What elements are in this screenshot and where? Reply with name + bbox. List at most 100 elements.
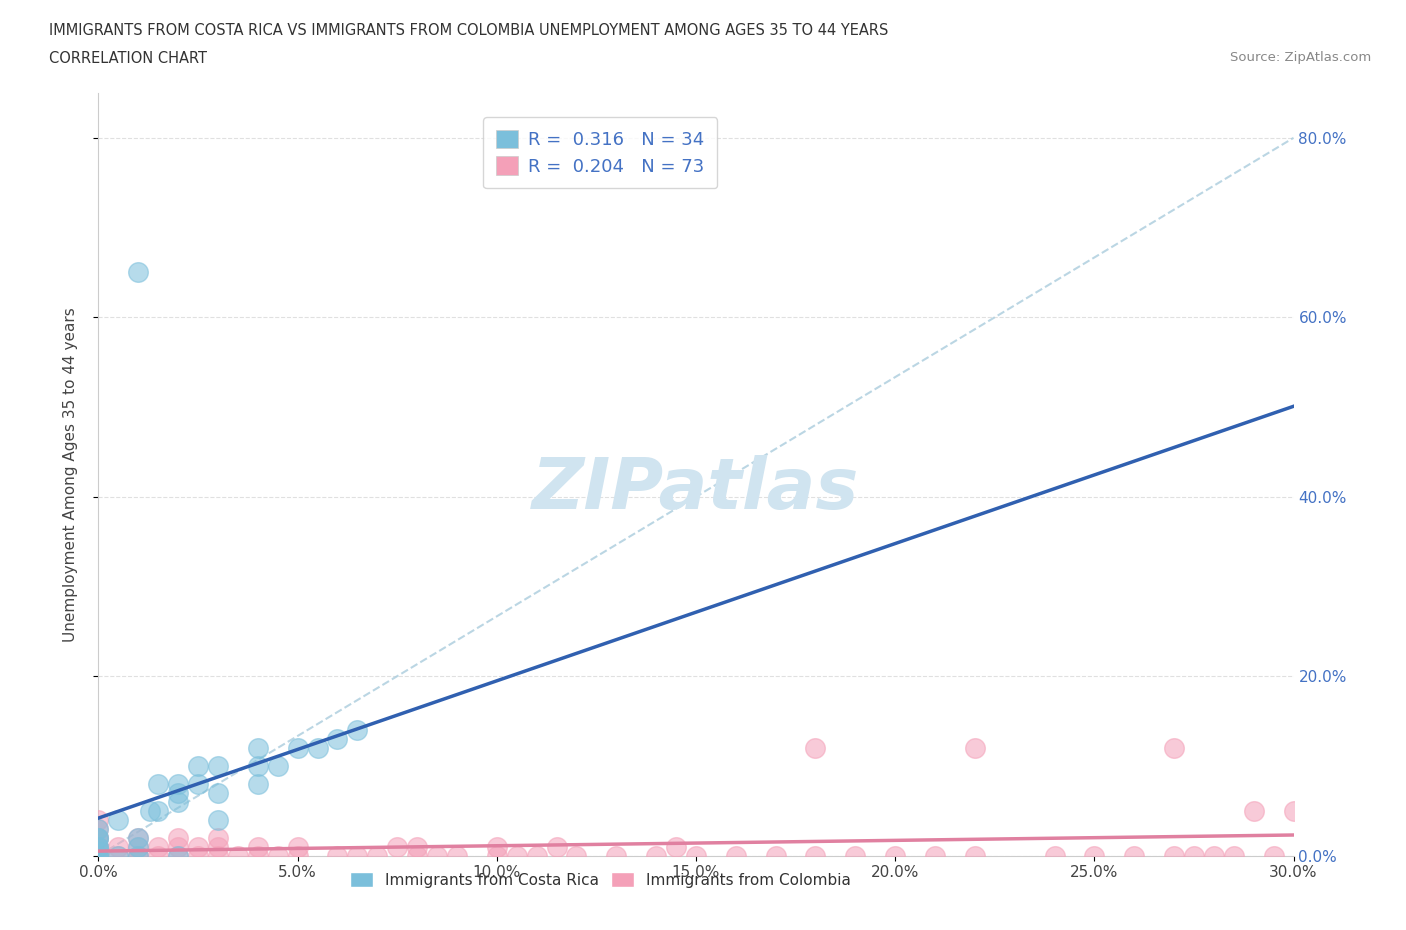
Point [139, 804, 162, 818]
Point [87, 830, 110, 845]
Point [406, 839, 429, 854]
Point [1202, 848, 1225, 863]
Point [107, 812, 129, 827]
Point [485, 848, 508, 863]
Point [346, 848, 368, 863]
Point [87, 839, 110, 854]
Point [87, 848, 110, 863]
Point [87, 830, 110, 845]
Point [1182, 848, 1205, 863]
Point [924, 848, 946, 863]
Point [87, 848, 110, 863]
Point [326, 732, 349, 747]
Point [87, 839, 110, 854]
Point [87, 848, 110, 863]
Point [148, 777, 170, 791]
Point [665, 839, 688, 854]
Point [287, 848, 309, 863]
Point [87, 848, 110, 863]
Point [87, 844, 110, 858]
Point [506, 848, 529, 863]
Point [366, 848, 388, 863]
Point [526, 848, 548, 863]
Point [426, 848, 449, 863]
Point [148, 804, 170, 818]
Point [167, 830, 190, 845]
Point [1223, 848, 1246, 863]
Point [87, 839, 110, 854]
Point [127, 848, 149, 863]
Point [167, 777, 190, 791]
Point [127, 848, 149, 863]
Point [326, 848, 349, 863]
Point [207, 785, 229, 800]
Point [844, 848, 866, 863]
Point [346, 723, 368, 737]
Point [207, 848, 229, 863]
Point [1282, 804, 1305, 818]
Point [446, 848, 468, 863]
Text: ZIPatlas: ZIPatlas [533, 455, 859, 524]
Point [127, 830, 149, 845]
Point [87, 848, 110, 863]
Text: CORRELATION CHART: CORRELATION CHART [49, 51, 207, 66]
Point [1123, 848, 1146, 863]
Point [207, 830, 229, 845]
Point [246, 740, 269, 755]
Point [724, 848, 747, 863]
Point [963, 848, 986, 863]
Point [127, 839, 149, 854]
Point [167, 848, 190, 863]
Point [1243, 804, 1265, 818]
Point [1163, 848, 1185, 863]
Point [187, 848, 209, 863]
Point [884, 848, 907, 863]
Point [107, 839, 129, 854]
Y-axis label: Unemployment Among Ages 35 to 44 years: Unemployment Among Ages 35 to 44 years [63, 307, 77, 642]
Point [127, 265, 149, 280]
Point [605, 848, 627, 863]
Point [127, 830, 149, 845]
Point [267, 848, 290, 863]
Point [87, 839, 110, 854]
Point [1083, 848, 1105, 863]
Point [685, 848, 707, 863]
Point [1163, 740, 1185, 755]
Point [246, 777, 269, 791]
Point [246, 839, 269, 854]
Point [187, 777, 209, 791]
Point [226, 848, 249, 863]
Point [385, 839, 409, 854]
Point [485, 839, 508, 854]
Point [87, 839, 110, 854]
Point [246, 848, 269, 863]
Point [207, 839, 229, 854]
Point [87, 830, 110, 845]
Point [167, 785, 190, 800]
Point [207, 812, 229, 827]
Point [87, 848, 110, 863]
Point [107, 848, 129, 863]
Point [207, 759, 229, 774]
Point [246, 759, 269, 774]
Point [187, 839, 209, 854]
Point [804, 848, 827, 863]
Point [87, 821, 110, 836]
Point [187, 759, 209, 774]
Point [287, 839, 309, 854]
Point [267, 759, 290, 774]
Point [546, 839, 568, 854]
Point [87, 848, 110, 863]
Legend: Immigrants from Costa Rica, Immigrants from Colombia: Immigrants from Costa Rica, Immigrants f… [343, 866, 858, 894]
Point [963, 740, 986, 755]
Point [406, 848, 429, 863]
Point [87, 848, 110, 863]
Point [148, 848, 170, 863]
Point [87, 821, 110, 836]
Point [167, 839, 190, 854]
Point [645, 848, 668, 863]
Point [167, 848, 190, 863]
Point [148, 839, 170, 854]
Point [804, 740, 827, 755]
Point [87, 812, 110, 827]
